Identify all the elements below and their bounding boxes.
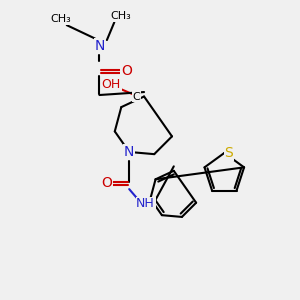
Text: O: O xyxy=(121,64,132,78)
Text: CH₃: CH₃ xyxy=(110,11,131,21)
Text: CH₃: CH₃ xyxy=(50,14,71,24)
Text: O: O xyxy=(101,176,112,190)
Text: S: S xyxy=(224,146,233,160)
Text: N: N xyxy=(124,145,134,159)
Text: N: N xyxy=(94,39,105,53)
Text: OH: OH xyxy=(102,78,121,91)
Text: NH: NH xyxy=(136,197,155,211)
Text: C: C xyxy=(133,92,140,101)
